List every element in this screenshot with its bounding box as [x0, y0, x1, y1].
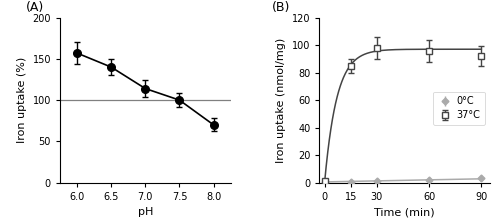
Text: (B): (B)	[272, 1, 290, 14]
Text: (A): (A)	[26, 1, 44, 14]
Y-axis label: Iron uptake (%): Iron uptake (%)	[17, 57, 27, 143]
Y-axis label: Iron uptake (nmol/mg): Iron uptake (nmol/mg)	[276, 37, 286, 163]
X-axis label: pH: pH	[138, 207, 153, 217]
X-axis label: Time (min): Time (min)	[374, 207, 435, 217]
Legend: 0°C, 37°C: 0°C, 37°C	[433, 92, 485, 125]
